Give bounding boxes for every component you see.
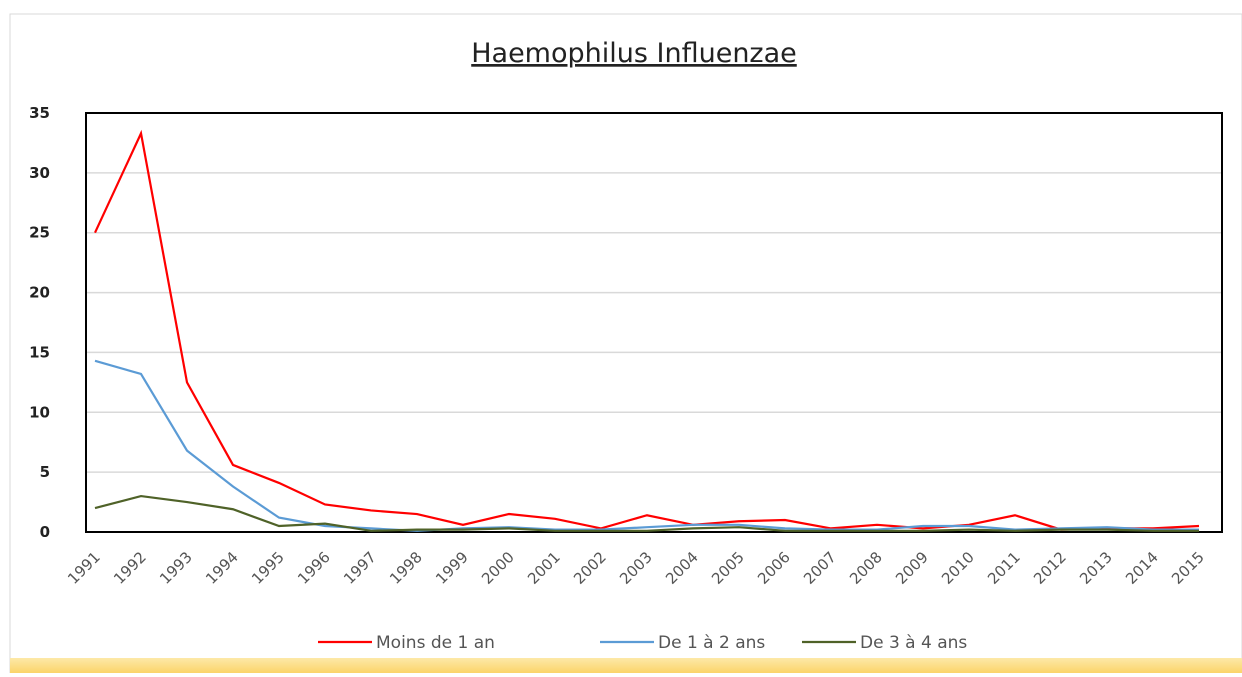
- y-tick-label: 15: [29, 343, 50, 361]
- line-series: [94, 359, 1199, 532]
- y-tick-label: 25: [29, 224, 50, 242]
- legend-label: De 1 à 2 ans: [658, 633, 765, 653]
- legend-label: Moins de 1 an: [376, 633, 495, 653]
- y-tick-label: 0: [40, 523, 50, 541]
- plot-border: [85, 112, 1223, 533]
- line-series: [94, 494, 1199, 532]
- line-series: [94, 129, 1200, 531]
- y-tick-label: 20: [29, 284, 50, 302]
- y-tick-label: 35: [29, 104, 50, 122]
- footer-strip: [10, 658, 1242, 673]
- legend-label: De 3 à 4 ans: [860, 633, 967, 653]
- y-tick-label: 10: [29, 403, 50, 421]
- chart-frame: [9, 13, 1242, 674]
- y-tick-label: 5: [40, 463, 50, 481]
- y-tick-label: 30: [29, 164, 50, 182]
- chart-title: Haemophilus Influenzae: [471, 38, 797, 69]
